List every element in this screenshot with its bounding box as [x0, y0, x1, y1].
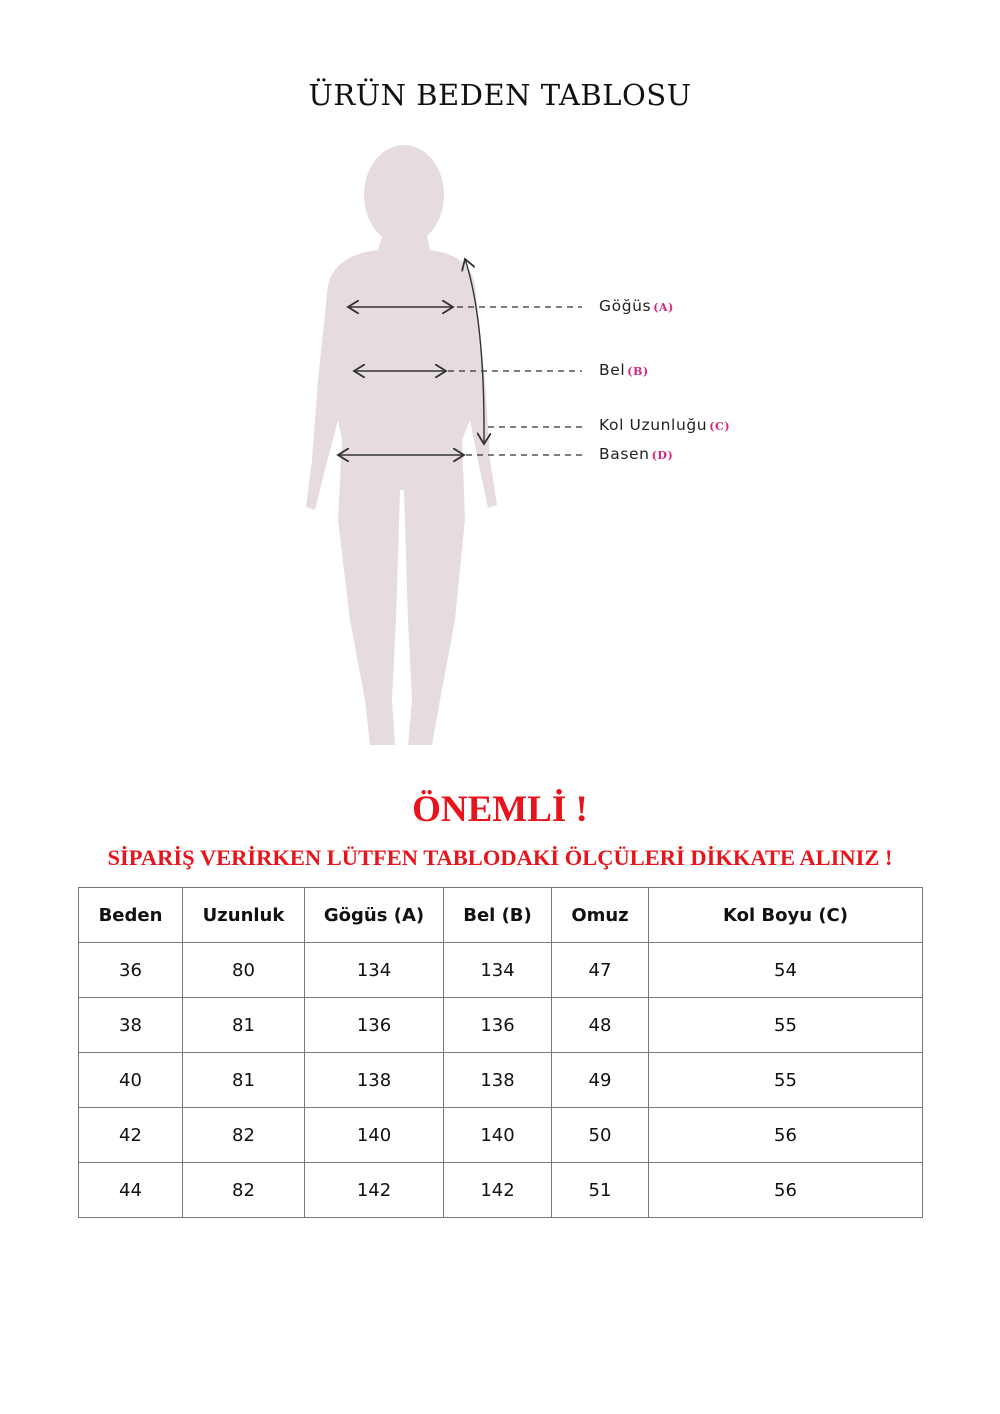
table-cell: 42 [78, 1107, 183, 1163]
important-heading: ÖNEMLİ ! [412, 789, 588, 830]
silhouette [306, 145, 497, 745]
table-header-row: Beden Uzunluk Gögüs (A) Bel (B) Omuz Kol… [78, 887, 923, 943]
table-cell: 81 [182, 997, 305, 1053]
table-cell: 48 [551, 997, 649, 1053]
table-cell: 44 [78, 1162, 183, 1218]
table-cell: 134 [304, 942, 444, 998]
label-code: (B) [627, 365, 649, 378]
table-cell: 56 [648, 1162, 923, 1218]
table-row: 38 81 136 136 48 55 [78, 997, 923, 1053]
table-row: 42 82 140 140 50 56 [78, 1107, 923, 1163]
table-cell: 55 [648, 997, 923, 1053]
label-text: Kol Uzunluğu [599, 416, 708, 434]
table-cell: 142 [443, 1162, 552, 1218]
table-cell: 38 [78, 997, 183, 1053]
table-row: 40 81 138 138 49 55 [78, 1052, 923, 1108]
label-text: Basen [599, 445, 650, 463]
label-text: Bel [599, 361, 626, 379]
table-cell: 47 [551, 942, 649, 998]
size-table: Beden Uzunluk Gögüs (A) Bel (B) Omuz Kol… [78, 887, 923, 1218]
table-cell: 134 [443, 942, 552, 998]
table-cell: 55 [648, 1052, 923, 1108]
table-cell: 36 [78, 942, 183, 998]
table-row: 36 80 134 134 47 54 [78, 942, 923, 998]
table-cell: 142 [304, 1162, 444, 1218]
label-text: Göğüs [599, 297, 652, 315]
table-cell: 50 [551, 1107, 649, 1163]
table-cell: 56 [648, 1107, 923, 1163]
table-cell: 81 [182, 1052, 305, 1108]
header-cell: Omuz [551, 887, 649, 943]
warning-text: SİPARİŞ VERİRKEN LÜTFEN TABLODAKİ ÖLÇÜLE… [107, 845, 893, 870]
table-cell: 51 [551, 1162, 649, 1218]
label-sleeve-length: Kol Uzunluğu (C) [599, 416, 730, 434]
table-cell: 49 [551, 1052, 649, 1108]
header-cell: Beden [78, 887, 183, 943]
page-title: ÜRÜN BEDEN TABLOSU [308, 78, 692, 112]
header-cell: Kol Boyu (C) [648, 887, 923, 943]
body-silhouette-diagram [306, 145, 584, 745]
table-cell: 138 [304, 1052, 444, 1108]
label-code: (C) [709, 420, 731, 433]
table-cell: 82 [182, 1162, 305, 1218]
label-hip: Basen (D) [599, 445, 673, 463]
table-cell: 138 [443, 1052, 552, 1108]
table-cell: 54 [648, 942, 923, 998]
table-cell: 82 [182, 1107, 305, 1163]
label-code: (D) [651, 449, 674, 462]
label-code: (A) [653, 301, 674, 314]
table-cell: 140 [304, 1107, 444, 1163]
label-waist: Bel (B) [599, 361, 649, 379]
table-row: 44 82 142 142 51 56 [78, 1162, 923, 1218]
header-cell: Uzunluk [182, 887, 305, 943]
table-cell: 40 [78, 1052, 183, 1108]
table-cell: 80 [182, 942, 305, 998]
table-cell: 140 [443, 1107, 552, 1163]
header-cell: Bel (B) [443, 887, 552, 943]
table-cell: 136 [304, 997, 444, 1053]
label-chest: Göğüs (A) [599, 297, 674, 315]
header-cell: Gögüs (A) [304, 887, 444, 943]
table-cell: 136 [443, 997, 552, 1053]
